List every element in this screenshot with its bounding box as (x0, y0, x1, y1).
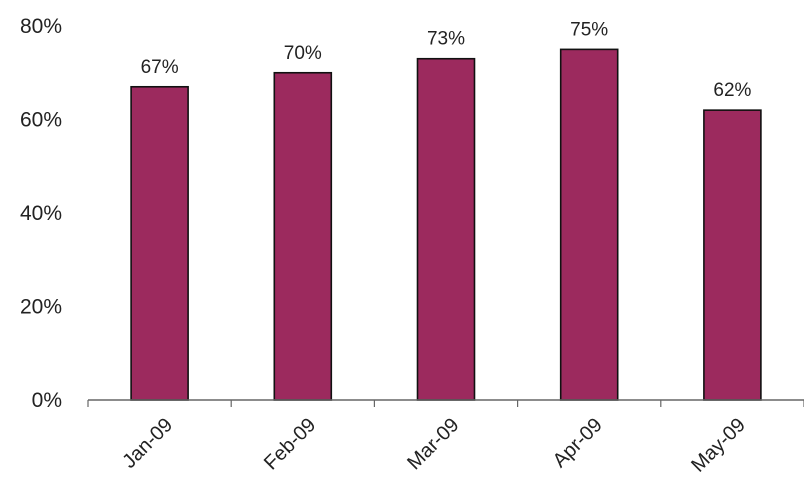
y-tick-label-0pct: 0% (32, 389, 62, 412)
y-tick-label-40pct: 40% (20, 202, 62, 225)
y-tick-label-80pct: 80% (20, 15, 62, 38)
x-tick-label-mar-09: Mar-09 (403, 414, 463, 474)
x-tick-label-apr-09: Apr-09 (549, 414, 607, 472)
y-tick-label-20pct: 20% (20, 296, 62, 319)
bar-jan-09 (130, 85, 189, 401)
category-labels: Jan-09 Feb-09 Mar-09 Apr-09 May-09 (118, 414, 750, 477)
x-tick-label-may-09: May-09 (687, 414, 750, 477)
data-label-may-09: 62% (713, 80, 751, 101)
bar-mar-09 (416, 57, 476, 401)
data-label-apr-09: 75% (570, 19, 608, 40)
data-labels: 67% 70% 73% 75% 62% (141, 19, 752, 101)
data-label-mar-09: 73% (427, 29, 465, 50)
bars (130, 48, 762, 401)
bar-feb-09 (273, 71, 333, 401)
data-label-feb-09: 70% (284, 43, 322, 64)
x-tick-label-jan-09: Jan-09 (118, 414, 177, 473)
x-axis (87, 399, 804, 407)
data-label-jan-09: 67% (141, 57, 179, 78)
y-axis-ticks: 0% 20% 40% 60% 80% (20, 15, 62, 412)
x-tick-label-feb-09: Feb-09 (260, 414, 320, 474)
y-tick-label-60pct: 60% (20, 109, 62, 132)
bar-apr-09 (559, 48, 619, 401)
bar-may-09 (703, 109, 762, 401)
